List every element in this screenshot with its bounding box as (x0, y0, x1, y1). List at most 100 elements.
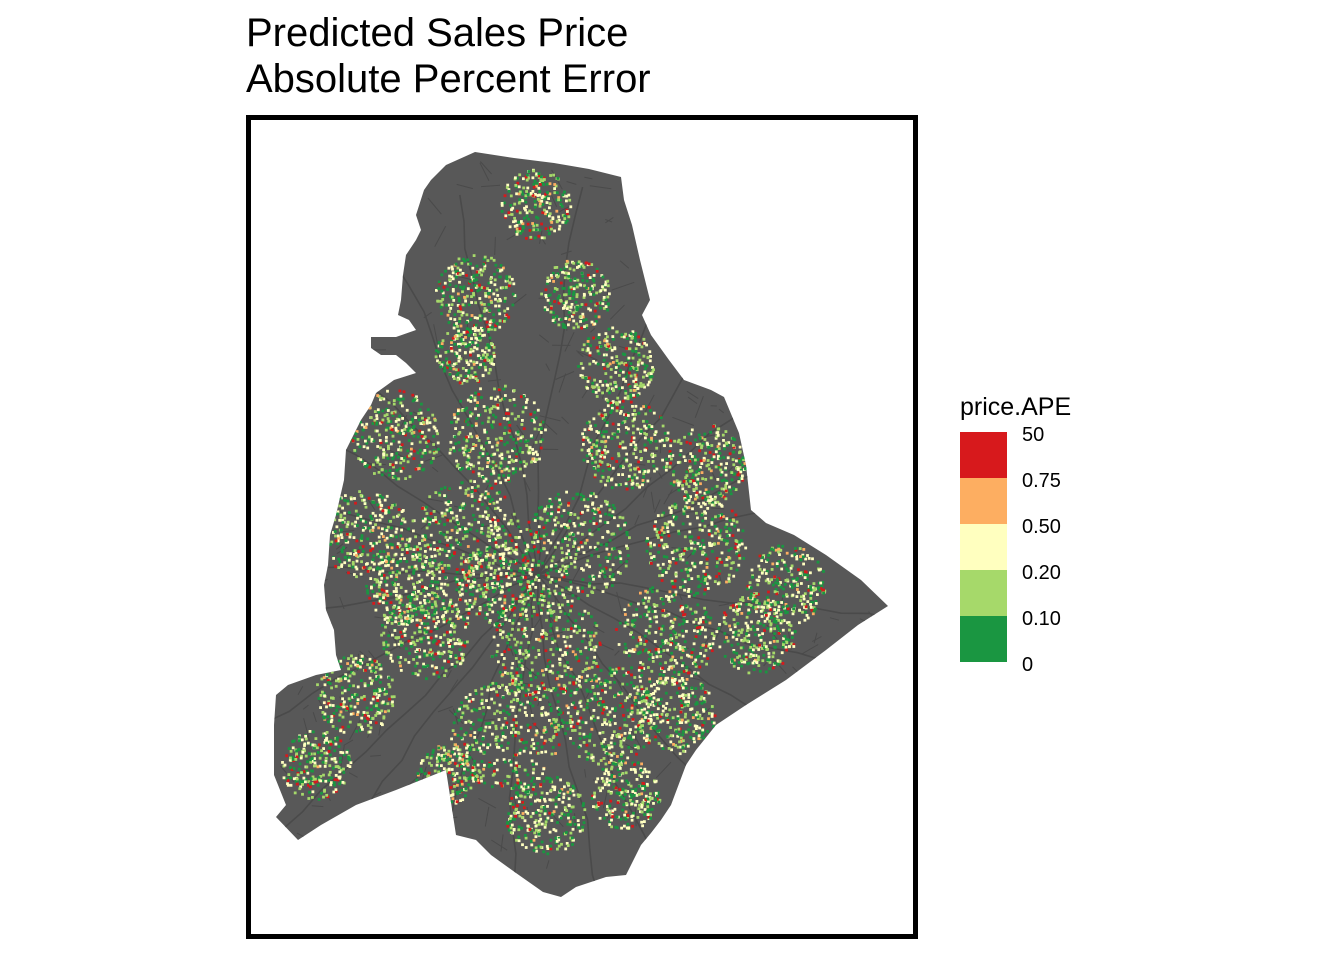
sale-point (507, 469, 511, 473)
sale-point (426, 543, 430, 547)
sale-point (482, 405, 486, 408)
sale-point (728, 518, 732, 522)
sale-point (547, 197, 550, 200)
sale-point (791, 578, 795, 581)
sale-point (478, 297, 482, 300)
sale-point (632, 379, 636, 383)
sale-point (508, 423, 512, 427)
sale-point (622, 377, 626, 381)
sale-point (448, 605, 452, 609)
sale-point (520, 664, 523, 668)
sale-point (637, 411, 641, 415)
sale-point (766, 577, 770, 581)
sale-point (631, 476, 634, 480)
sale-point (746, 584, 750, 588)
sale-point (482, 447, 486, 451)
sale-point (713, 580, 717, 583)
sale-point (379, 441, 383, 445)
sale-point (522, 460, 526, 464)
sale-point (717, 536, 721, 540)
sale-point (555, 315, 559, 318)
sale-point (584, 303, 588, 307)
sale-point (681, 622, 685, 626)
sale-point (466, 287, 470, 291)
sale-point (593, 648, 597, 652)
sale-point (410, 420, 414, 423)
sale-point (488, 320, 492, 324)
sale-point (549, 614, 553, 618)
sale-point (504, 478, 508, 482)
road-line (436, 793, 453, 810)
sale-point (503, 319, 506, 323)
sale-point (385, 453, 389, 457)
sale-point (393, 643, 397, 647)
sale-point (812, 610, 816, 614)
sale-point (353, 553, 356, 556)
sale-point (339, 513, 343, 517)
sale-point (347, 571, 350, 575)
sale-point (700, 436, 704, 440)
sale-point (799, 599, 803, 602)
map-title: Predicted Sales Price Absolute Percent E… (246, 10, 651, 102)
sale-point (497, 308, 501, 312)
sale-point (706, 443, 709, 446)
sale-point (449, 655, 453, 658)
sale-point (500, 453, 504, 457)
sale-point (642, 419, 645, 423)
sale-point (460, 481, 464, 485)
sale-point (604, 445, 607, 448)
sale-point (631, 349, 635, 353)
sale-point (560, 573, 564, 577)
sale-point (372, 439, 376, 443)
sale-point (638, 675, 642, 679)
sale-point (505, 186, 509, 189)
sale-point (550, 564, 554, 567)
sale-point (542, 673, 545, 677)
sale-point (548, 202, 552, 205)
sale-point (819, 581, 823, 585)
sale-point (375, 422, 379, 426)
road-line (659, 443, 662, 454)
sale-point (356, 524, 359, 527)
sale-point (382, 455, 385, 459)
sale-point (585, 279, 589, 283)
sale-point (526, 545, 530, 549)
sale-point (586, 497, 590, 501)
sale-point (595, 444, 598, 448)
sale-point (521, 600, 524, 604)
road-line (565, 320, 568, 331)
sale-point (563, 190, 566, 194)
sale-point (386, 421, 390, 425)
sale-point (510, 666, 514, 670)
sale-point (521, 192, 525, 196)
sale-point (522, 629, 526, 633)
sale-point (629, 389, 633, 392)
sale-point (514, 176, 517, 180)
sale-point (507, 412, 510, 416)
sale-point (463, 530, 467, 534)
sale-point (725, 563, 729, 567)
sale-point (544, 428, 547, 432)
sale-point (564, 293, 568, 297)
sale-point (604, 413, 607, 416)
sale-point (515, 227, 519, 231)
sale-point (509, 204, 513, 207)
sale-point (704, 553, 708, 557)
sale-point (454, 642, 458, 645)
sale-point (725, 522, 729, 526)
sale-point (400, 643, 403, 647)
sale-point (353, 437, 357, 440)
sale-point (782, 594, 785, 598)
sale-point (629, 374, 633, 378)
sale-point (456, 417, 460, 421)
sale-point (351, 562, 355, 566)
sale-point (438, 552, 441, 556)
sale-point (446, 288, 449, 291)
sale-point (545, 518, 549, 522)
sale-point (693, 549, 696, 553)
sale-point (601, 569, 604, 573)
sale-point (487, 328, 491, 331)
sale-point (604, 380, 607, 383)
sale-point (503, 558, 507, 562)
sale-point (458, 280, 461, 284)
